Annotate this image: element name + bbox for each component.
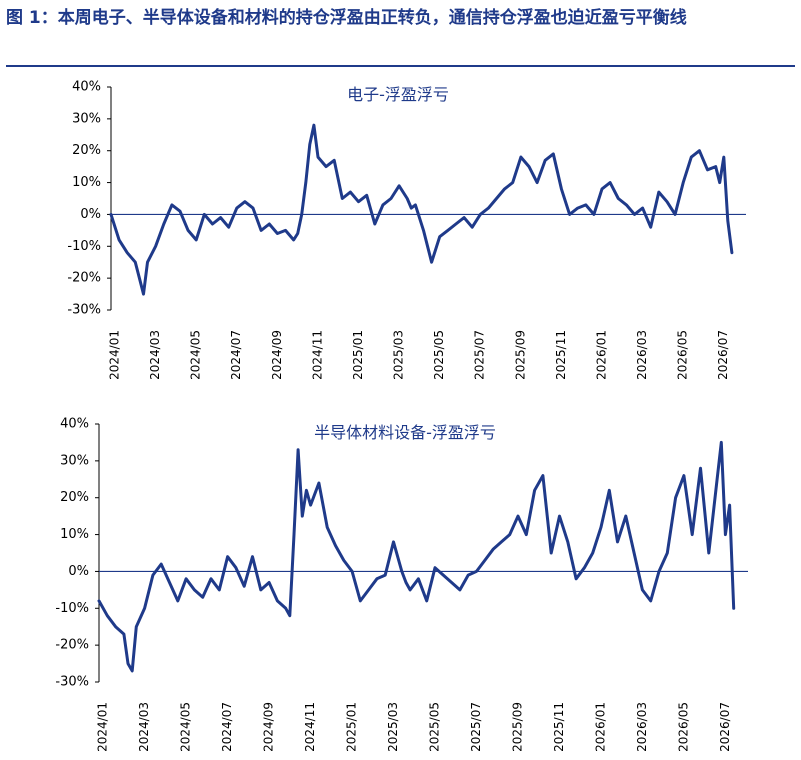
electronics-chart-title: 电子-浮盈浮亏	[347, 85, 449, 104]
electronics-x-tick-label: 2025/11	[554, 330, 568, 380]
semiconductor-x-tick-label: 2026/01	[593, 702, 607, 752]
chart-semiconductor-materials-equipment: 40% 30% 20% 10% 0% -10% -20% -30% 2024/01 2024/03…	[0, 414, 801, 760]
electronics-x-tick-label: 2026/07	[716, 330, 730, 380]
electronics-y-tick-label: 40%	[72, 80, 101, 95]
electronics-y-tick-label: 0%	[80, 207, 101, 222]
semiconductor-y-tick-label: -10%	[55, 601, 89, 616]
semiconductor-x-tick-label: 2026/07	[718, 702, 732, 752]
electronics-x-tick-label: 2025/03	[392, 330, 406, 380]
electronics-series-line	[109, 123, 734, 296]
semiconductor-series-line	[97, 440, 736, 673]
figure-title: 图 1：本周电子、半导体设备和材料的持仓浮盈由正转负，通信持仓浮盈也迫近盈亏平衡…	[6, 8, 687, 28]
electronics-x-tick-label: 2025/01	[351, 330, 365, 380]
semiconductor-x-tick-label: 2025/03	[386, 702, 400, 752]
electronics-y-tick-label: -20%	[67, 271, 101, 286]
electronics-x-tick-label: 2026/01	[594, 330, 608, 380]
electronics-y-tick-label: 10%	[72, 175, 101, 190]
chart-electronics: 40% 30% 20% 10% 0% -10% -20% -30% 2024/01 2024/03…	[0, 74, 801, 394]
semiconductor-y-tick-label: 0%	[68, 564, 89, 579]
semiconductor-x-tick-label: 2025/09	[510, 702, 524, 752]
electronics-x-tick-label: 2024/03	[148, 330, 162, 380]
electronics-x-tick-label: 2026/05	[676, 330, 690, 380]
electronics-x-tick-label: 2024/11	[310, 330, 324, 380]
semiconductor-x-tick-label: 2024/05	[178, 702, 192, 752]
electronics-x-tick-label: 2024/05	[189, 330, 203, 380]
semiconductor-y-tick-label: -30%	[55, 675, 89, 690]
semiconductor-y-tick-label: 20%	[60, 490, 89, 505]
semiconductor-x-tick-label: 2026/03	[635, 702, 649, 752]
semiconductor-x-tick-label: 2025/01	[344, 702, 358, 752]
semiconductor-x-tick-label: 2026/05	[676, 702, 690, 752]
electronics-x-tick-label: 2024/09	[270, 330, 284, 380]
semiconductor-x-tick-label: 2025/07	[469, 702, 483, 752]
semiconductor-x-tick-label: 2024/11	[303, 702, 317, 752]
semiconductor-y-tick-label: 40%	[60, 417, 89, 432]
chart-semiconductor-svg: 40% 30% 20% 10% 0% -10% -20% -30% 2024/01 2024/03…	[55, 417, 748, 752]
electronics-x-tick-label: 2025/07	[473, 330, 487, 380]
semiconductor-chart-title: 半导体材料设备-浮盈浮亏	[314, 423, 496, 442]
electronics-x-tick-label: 2025/05	[432, 330, 446, 380]
electronics-y-tick-label: -10%	[67, 239, 101, 254]
semiconductor-x-tick-label: 2025/05	[427, 702, 441, 752]
semiconductor-x-tick-label: 2024/09	[261, 702, 275, 752]
electronics-y-tick-label: -30%	[67, 303, 101, 318]
electronics-y-tick-label: 30%	[72, 111, 101, 126]
semiconductor-y-tick-label: -20%	[55, 638, 89, 653]
semiconductor-x-tick-label: 2024/03	[137, 702, 151, 752]
semiconductor-x-tick-label: 2024/01	[96, 702, 110, 752]
title-divider	[6, 65, 795, 67]
semiconductor-x-tick-label: 2024/07	[220, 702, 234, 752]
electronics-y-tick-label: 20%	[72, 143, 101, 158]
semiconductor-x-tick-label: 2025/11	[552, 702, 566, 752]
semiconductor-y-tick-label: 10%	[60, 527, 89, 542]
semiconductor-y-tick-label: 30%	[60, 453, 89, 468]
electronics-x-tick-label: 2026/03	[635, 330, 649, 380]
chart-electronics-svg: 40% 30% 20% 10% 0% -10% -20% -30% 2024/01 2024/03…	[67, 80, 746, 380]
electronics-x-tick-label: 2024/07	[229, 330, 243, 380]
electronics-x-tick-label: 2025/09	[513, 330, 527, 380]
electronics-x-tick-label: 2024/01	[108, 330, 122, 380]
